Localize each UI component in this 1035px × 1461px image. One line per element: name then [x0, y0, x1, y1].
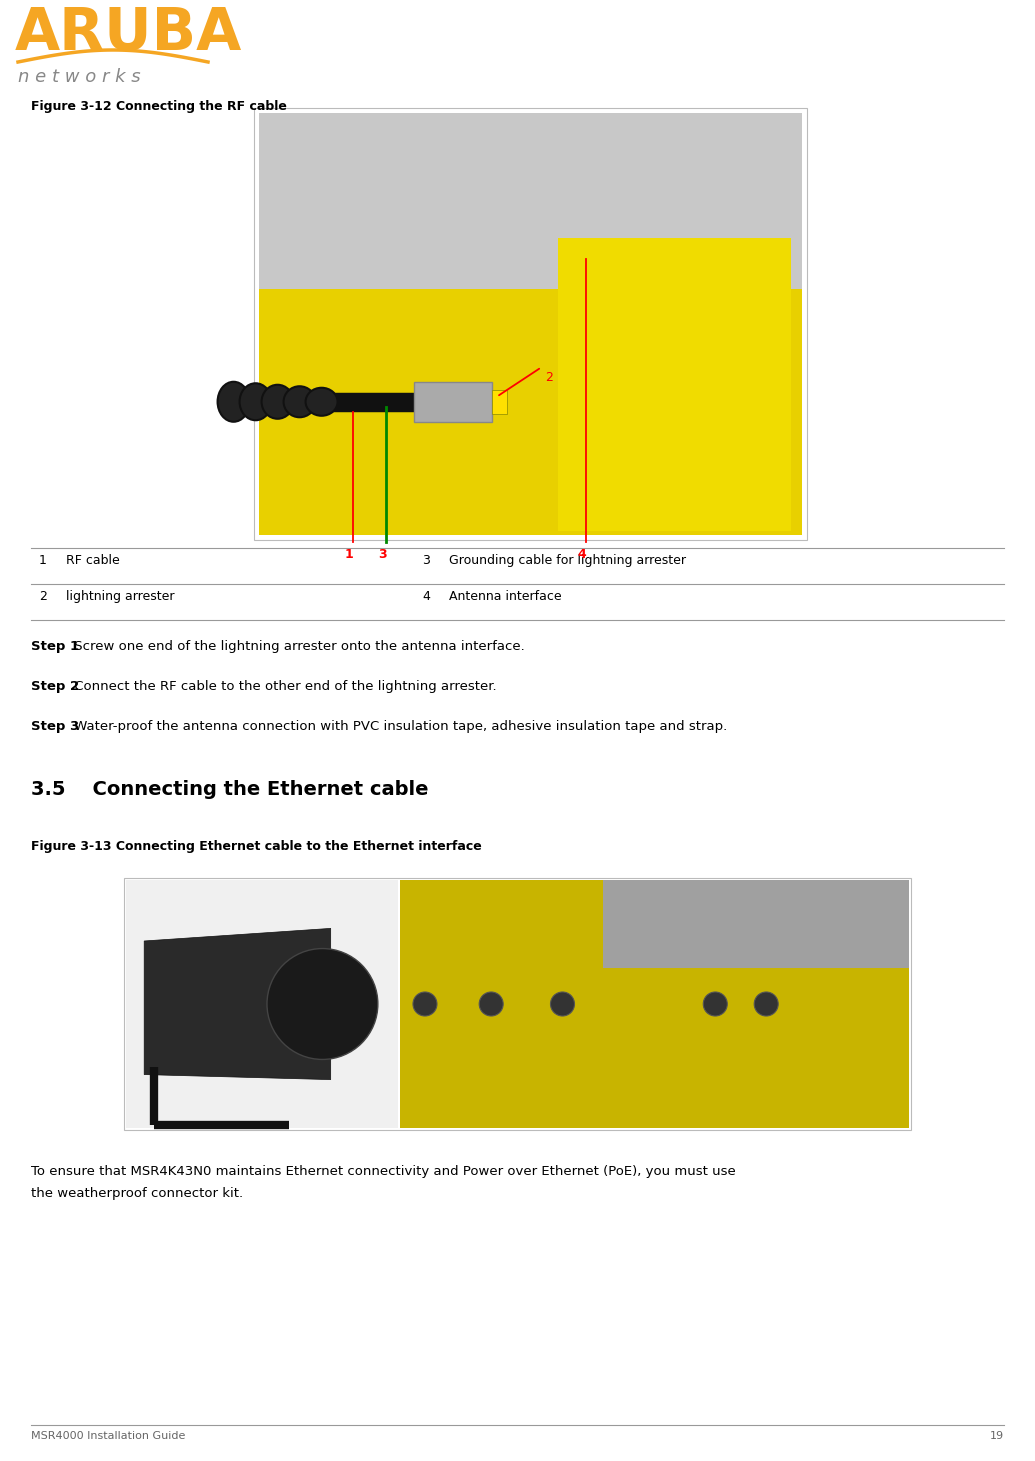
Text: 4: 4 [578, 548, 586, 561]
Text: 19: 19 [989, 1430, 1004, 1441]
Text: Antenna interface: Antenna interface [449, 590, 562, 603]
Text: Grounding cable for lightning arrester: Grounding cable for lightning arrester [449, 554, 686, 567]
Ellipse shape [262, 384, 294, 419]
Text: 3: 3 [422, 554, 430, 567]
Circle shape [551, 992, 574, 1015]
Text: RF cable: RF cable [66, 554, 120, 567]
Text: MSR4000 Installation Guide: MSR4000 Installation Guide [31, 1430, 185, 1441]
Circle shape [479, 992, 503, 1015]
Bar [259, 112, 802, 289]
Bar [259, 289, 802, 535]
Circle shape [413, 992, 437, 1015]
Text: 2: 2 [39, 590, 47, 603]
Bar [492, 390, 507, 413]
Circle shape [267, 948, 378, 1059]
Text: ARUBA: ARUBA [14, 4, 242, 61]
Text: Connect the RF cable to the other end of the lightning arrester.: Connect the RF cable to the other end of… [70, 679, 497, 693]
Text: Figure 3-12 Connecting the RF cable: Figure 3-12 Connecting the RF cable [31, 99, 287, 112]
Ellipse shape [217, 381, 249, 422]
Bar [254, 108, 807, 541]
Text: lightning arrester: lightning arrester [66, 590, 175, 603]
Bar [414, 381, 492, 422]
Text: Water-proof the antenna connection with PVC insulation tape, adhesive insulation: Water-proof the antenna connection with … [70, 720, 728, 733]
Circle shape [755, 992, 778, 1015]
Text: Step 1: Step 1 [31, 640, 79, 653]
Bar [124, 878, 911, 1129]
Text: Step 2: Step 2 [31, 679, 79, 693]
Ellipse shape [239, 383, 271, 421]
Text: Screw one end of the lightning arrester onto the antenna interface.: Screw one end of the lightning arrester … [70, 640, 525, 653]
Text: 2: 2 [545, 371, 554, 384]
Text: Figure 3-13 Connecting Ethernet cable to the Ethernet interface: Figure 3-13 Connecting Ethernet cable to… [31, 840, 482, 853]
Text: To ensure that MSR4K43N0 maintains Ethernet connectivity and Power over Ethernet: To ensure that MSR4K43N0 maintains Ether… [31, 1164, 736, 1178]
Text: 1: 1 [345, 548, 354, 561]
Polygon shape [144, 928, 330, 1080]
Text: n e t w o r k s: n e t w o r k s [18, 69, 141, 86]
Bar [126, 880, 397, 1128]
Ellipse shape [305, 387, 337, 416]
Bar [558, 238, 791, 532]
Text: 3.5    Connecting the Ethernet cable: 3.5 Connecting the Ethernet cable [31, 780, 428, 799]
Bar [603, 880, 909, 969]
Text: 4: 4 [422, 590, 430, 603]
Circle shape [703, 992, 728, 1015]
Text: 3: 3 [378, 548, 387, 561]
Text: the weatherproof connector kit.: the weatherproof connector kit. [31, 1186, 243, 1199]
Text: Step 3: Step 3 [31, 720, 80, 733]
Bar [400, 880, 909, 1128]
Ellipse shape [284, 386, 316, 418]
Text: 1: 1 [39, 554, 47, 567]
